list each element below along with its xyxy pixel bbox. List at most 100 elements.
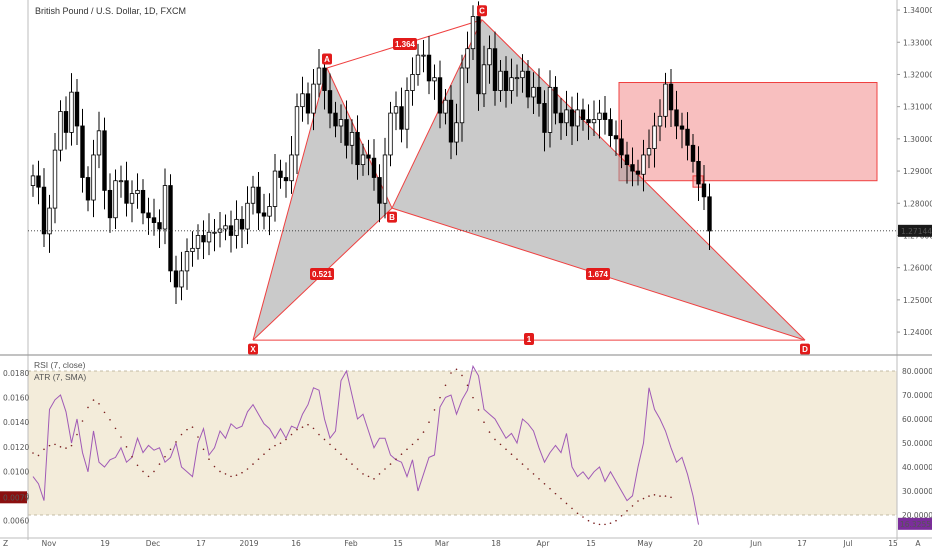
- legend-rsi: RSI (7, close): [34, 360, 86, 370]
- ratio-bd-label-bg: [586, 268, 610, 280]
- atr-point: [32, 452, 34, 454]
- candle-body: [179, 270, 184, 288]
- atr-point: [670, 496, 672, 499]
- point-d-label: D: [802, 345, 808, 354]
- time-tick-label: May: [637, 539, 653, 548]
- candle-body: [707, 196, 712, 232]
- ratio-xd-label-bg: [524, 333, 534, 345]
- candle-body: [278, 170, 283, 178]
- z-label: Z: [3, 539, 8, 548]
- candle-body: [635, 170, 641, 175]
- atr-tick-label: 0.0060: [3, 517, 29, 526]
- candle-body: [514, 77, 520, 80]
- atr-point: [631, 505, 634, 507]
- atr-point: [384, 468, 386, 470]
- atr-point: [554, 492, 557, 495]
- candle-body: [580, 109, 586, 120]
- atr-point: [142, 470, 144, 473]
- atr-point: [494, 438, 496, 441]
- candle-body: [256, 186, 261, 214]
- atr-point: [312, 427, 315, 430]
- rsi-tick-label: 60.0000: [902, 415, 932, 424]
- atr-point: [609, 522, 612, 524]
- candle-body: [333, 112, 338, 127]
- atr-point: [653, 494, 656, 496]
- atr-point: [147, 475, 150, 478]
- ratio-xb-label-bg: [310, 268, 334, 280]
- candle-body: [184, 251, 190, 272]
- candle-body: [168, 185, 173, 272]
- atr-point: [252, 463, 254, 465]
- atr-tick-label: 0.0120: [3, 443, 29, 452]
- candle-body: [305, 93, 311, 114]
- atr-point: [125, 446, 128, 448]
- atr-point: [466, 384, 469, 387]
- candle-body: [344, 119, 349, 146]
- time-tick-label: 20: [693, 539, 703, 548]
- atr-point: [103, 411, 106, 414]
- atr-point: [543, 482, 546, 485]
- atr-point: [488, 431, 491, 433]
- atr-point: [70, 444, 73, 447]
- atr-point: [169, 448, 172, 451]
- atr-last-label: 0.0079: [3, 493, 29, 502]
- atr-point: [186, 428, 188, 431]
- candle-body: [41, 186, 47, 235]
- candle-body: [404, 90, 410, 130]
- candle-body: [426, 54, 432, 82]
- time-tick-label: Apr: [537, 539, 551, 548]
- price-tick-label: 1.26000: [903, 264, 932, 273]
- legend-atr: ATR (7, SMA): [34, 372, 86, 382]
- candle-body: [569, 109, 575, 127]
- candle-body: [129, 193, 135, 204]
- point-b-label: B: [389, 213, 395, 222]
- time-tick-label: 15: [888, 539, 898, 548]
- candle-body: [437, 77, 443, 114]
- atr-point: [428, 421, 430, 424]
- candle-body: [107, 189, 113, 219]
- candle-body: [223, 225, 228, 230]
- candle-body: [234, 218, 239, 236]
- rsi-band: [28, 371, 897, 515]
- atr-point: [213, 465, 216, 468]
- atr-point: [477, 409, 480, 411]
- candle-body: [195, 235, 201, 249]
- candle-body: [542, 103, 547, 133]
- atr-point: [120, 436, 122, 438]
- atr-last-tag: [0, 491, 27, 504]
- point-c-label: C: [479, 7, 485, 16]
- candle-body: [74, 91, 80, 127]
- atr-point: [230, 475, 232, 478]
- rsi-line: [32, 364, 699, 525]
- candle-body: [487, 48, 492, 66]
- atr-point: [395, 458, 397, 460]
- candle-body: [146, 212, 151, 219]
- candle-body: [36, 175, 41, 188]
- atr-point: [422, 431, 425, 433]
- candle-body: [173, 270, 179, 288]
- atr-point: [197, 436, 199, 438]
- atr-tick-label: 0.0180: [3, 369, 29, 378]
- price-tick-label: 1.28000: [903, 199, 932, 208]
- atr-point: [98, 402, 100, 405]
- chart-title: British Pound / U.S. Dollar, 1D, FXCM: [35, 6, 186, 16]
- candle-body: [509, 77, 514, 91]
- candle-body: [30, 175, 36, 186]
- time-tick-label: Jun: [749, 539, 762, 548]
- candle-body: [327, 90, 333, 114]
- candle-body: [272, 170, 278, 207]
- candle-body: [465, 48, 470, 69]
- time-tick-label: Nov: [42, 539, 57, 548]
- candle-body: [619, 138, 624, 156]
- atr-point: [560, 497, 562, 500]
- candle-body: [432, 77, 437, 82]
- candle-body: [245, 202, 250, 230]
- atr-point: [235, 474, 238, 476]
- atr-point: [565, 502, 568, 505]
- atr-point: [642, 497, 645, 500]
- atr-point: [81, 420, 84, 422]
- atr-point: [499, 443, 502, 446]
- atr-point: [582, 516, 584, 518]
- atr-point: [576, 512, 579, 515]
- candle-body: [250, 186, 256, 204]
